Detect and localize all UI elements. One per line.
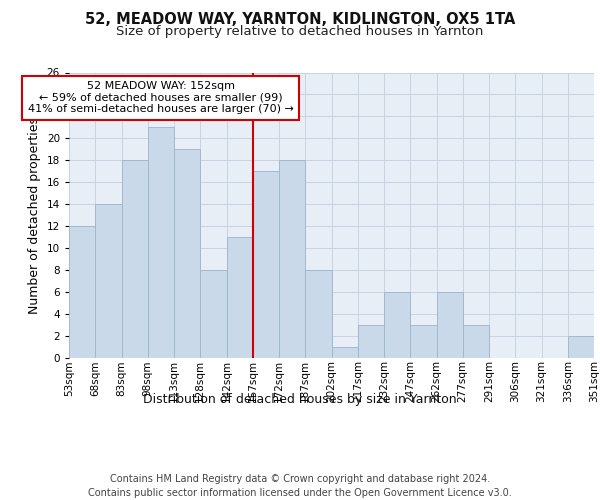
Bar xyxy=(305,270,331,358)
Bar xyxy=(279,160,305,358)
Bar xyxy=(410,324,437,358)
Bar xyxy=(121,160,148,358)
Bar xyxy=(227,237,253,358)
Bar xyxy=(437,292,463,358)
Bar xyxy=(463,324,489,358)
Bar xyxy=(69,226,95,358)
Text: Contains HM Land Registry data © Crown copyright and database right 2024.
Contai: Contains HM Land Registry data © Crown c… xyxy=(88,474,512,498)
Y-axis label: Number of detached properties: Number of detached properties xyxy=(28,116,41,314)
Text: 52 MEADOW WAY: 152sqm
← 59% of detached houses are smaller (99)
41% of semi-deta: 52 MEADOW WAY: 152sqm ← 59% of detached … xyxy=(28,82,294,114)
Text: Size of property relative to detached houses in Yarnton: Size of property relative to detached ho… xyxy=(116,25,484,38)
Bar xyxy=(200,270,227,358)
Bar xyxy=(95,204,121,358)
Bar xyxy=(174,149,200,358)
Text: Distribution of detached houses by size in Yarnton: Distribution of detached houses by size … xyxy=(143,392,457,406)
Bar xyxy=(331,346,358,358)
Bar xyxy=(253,171,279,358)
Bar xyxy=(568,336,594,357)
Text: 52, MEADOW WAY, YARNTON, KIDLINGTON, OX5 1TA: 52, MEADOW WAY, YARNTON, KIDLINGTON, OX5… xyxy=(85,12,515,28)
Bar xyxy=(358,324,384,358)
Bar xyxy=(148,128,174,358)
Bar xyxy=(384,292,410,358)
